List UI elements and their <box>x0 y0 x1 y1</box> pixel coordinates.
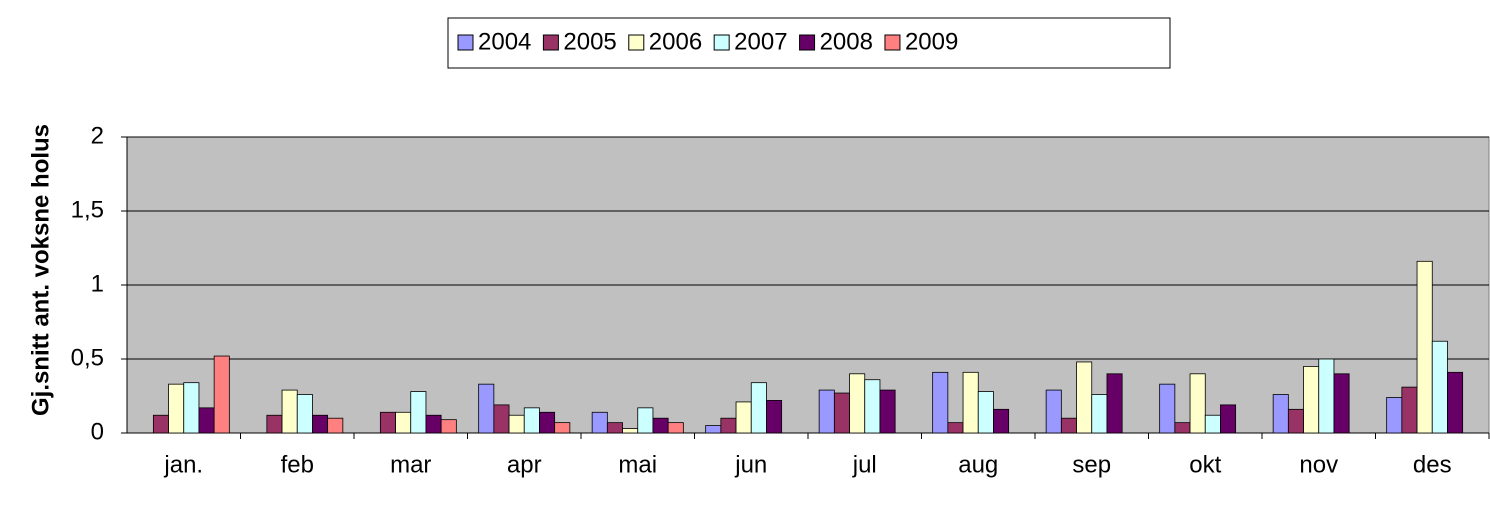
bar <box>977 391 994 434</box>
bar <box>1386 397 1403 434</box>
bar <box>1106 373 1123 434</box>
bar <box>152 414 169 434</box>
bar <box>554 422 571 434</box>
bar <box>440 419 457 434</box>
y-tick-label: 1 <box>91 270 104 297</box>
legend-label: 2006 <box>649 28 702 55</box>
bar <box>849 373 866 434</box>
bar <box>932 371 949 434</box>
bar <box>1431 340 1448 434</box>
y-tick-label: 0,5 <box>71 344 104 371</box>
bar <box>395 411 412 434</box>
x-tick-label: jul <box>852 451 877 478</box>
x-tick-label: feb <box>281 451 314 478</box>
bar <box>606 422 623 434</box>
bar <box>947 422 964 434</box>
bar <box>493 404 510 434</box>
bar <box>312 414 329 434</box>
legend-swatch <box>628 34 645 51</box>
x-tick-label: aug <box>958 451 998 478</box>
bar <box>296 394 313 434</box>
legend-label: 2005 <box>563 28 616 55</box>
bar <box>652 417 669 434</box>
bar <box>168 383 185 434</box>
bar <box>1220 404 1237 434</box>
legend-swatch <box>799 34 816 51</box>
legend-swatch <box>542 34 559 51</box>
bar <box>1060 417 1077 434</box>
x-tick-label: jun <box>734 451 767 478</box>
bar <box>213 355 230 434</box>
bar <box>1091 394 1108 434</box>
x-tick-label: sep <box>1072 451 1111 478</box>
bar <box>1416 260 1433 434</box>
y-tick-label: 0 <box>91 418 104 445</box>
bar <box>864 379 881 434</box>
bar <box>198 407 215 434</box>
bar <box>327 417 344 434</box>
bar <box>1287 408 1304 434</box>
bar <box>539 411 556 434</box>
bar <box>281 389 298 434</box>
bar <box>1272 394 1289 434</box>
bar <box>183 382 200 434</box>
bar <box>879 389 896 434</box>
legend-label: 2004 <box>478 28 531 55</box>
bar <box>622 428 639 434</box>
bar <box>720 417 737 434</box>
bar <box>478 383 495 434</box>
bar <box>266 414 283 434</box>
bar <box>1303 365 1320 434</box>
bar <box>993 408 1010 434</box>
bar <box>1189 373 1206 434</box>
legend-swatch <box>884 34 901 51</box>
bar <box>637 407 654 434</box>
legend-swatch <box>457 34 474 51</box>
bar <box>818 389 835 434</box>
bar <box>1174 422 1191 434</box>
bar <box>735 401 752 434</box>
x-tick-label: mai <box>618 451 657 478</box>
y-tick-label: 1,5 <box>71 196 104 223</box>
bar <box>1318 358 1335 434</box>
bar <box>1204 414 1221 434</box>
legend-swatch <box>713 34 730 51</box>
legend-label: 2008 <box>820 28 873 55</box>
x-tick-label: nov <box>1299 451 1338 478</box>
bar <box>1045 389 1062 434</box>
bar <box>523 407 540 434</box>
bar <box>667 422 684 434</box>
x-tick-label: apr <box>507 451 542 478</box>
y-tick-label: 2 <box>91 122 104 149</box>
y-axis-label: Gj.snitt ant. voksne holus <box>27 124 54 416</box>
bar <box>1076 361 1093 434</box>
x-tick-label: okt <box>1189 451 1221 478</box>
bar <box>1159 383 1176 434</box>
bar <box>379 411 396 434</box>
legend-label: 2007 <box>734 28 787 55</box>
bar <box>1447 371 1464 434</box>
bar <box>591 411 608 434</box>
bar <box>508 414 525 434</box>
bar <box>1401 386 1418 434</box>
bar <box>1333 373 1350 434</box>
bar <box>425 414 442 434</box>
bar <box>750 382 767 434</box>
bar <box>410 391 427 434</box>
bar <box>705 425 722 434</box>
bar <box>962 371 979 434</box>
legend-label: 2009 <box>905 28 958 55</box>
bar <box>766 400 783 434</box>
x-tick-label: jan. <box>163 451 203 478</box>
x-tick-label: des <box>1413 451 1452 478</box>
bar <box>833 392 850 434</box>
x-tick-label: mar <box>390 451 431 478</box>
